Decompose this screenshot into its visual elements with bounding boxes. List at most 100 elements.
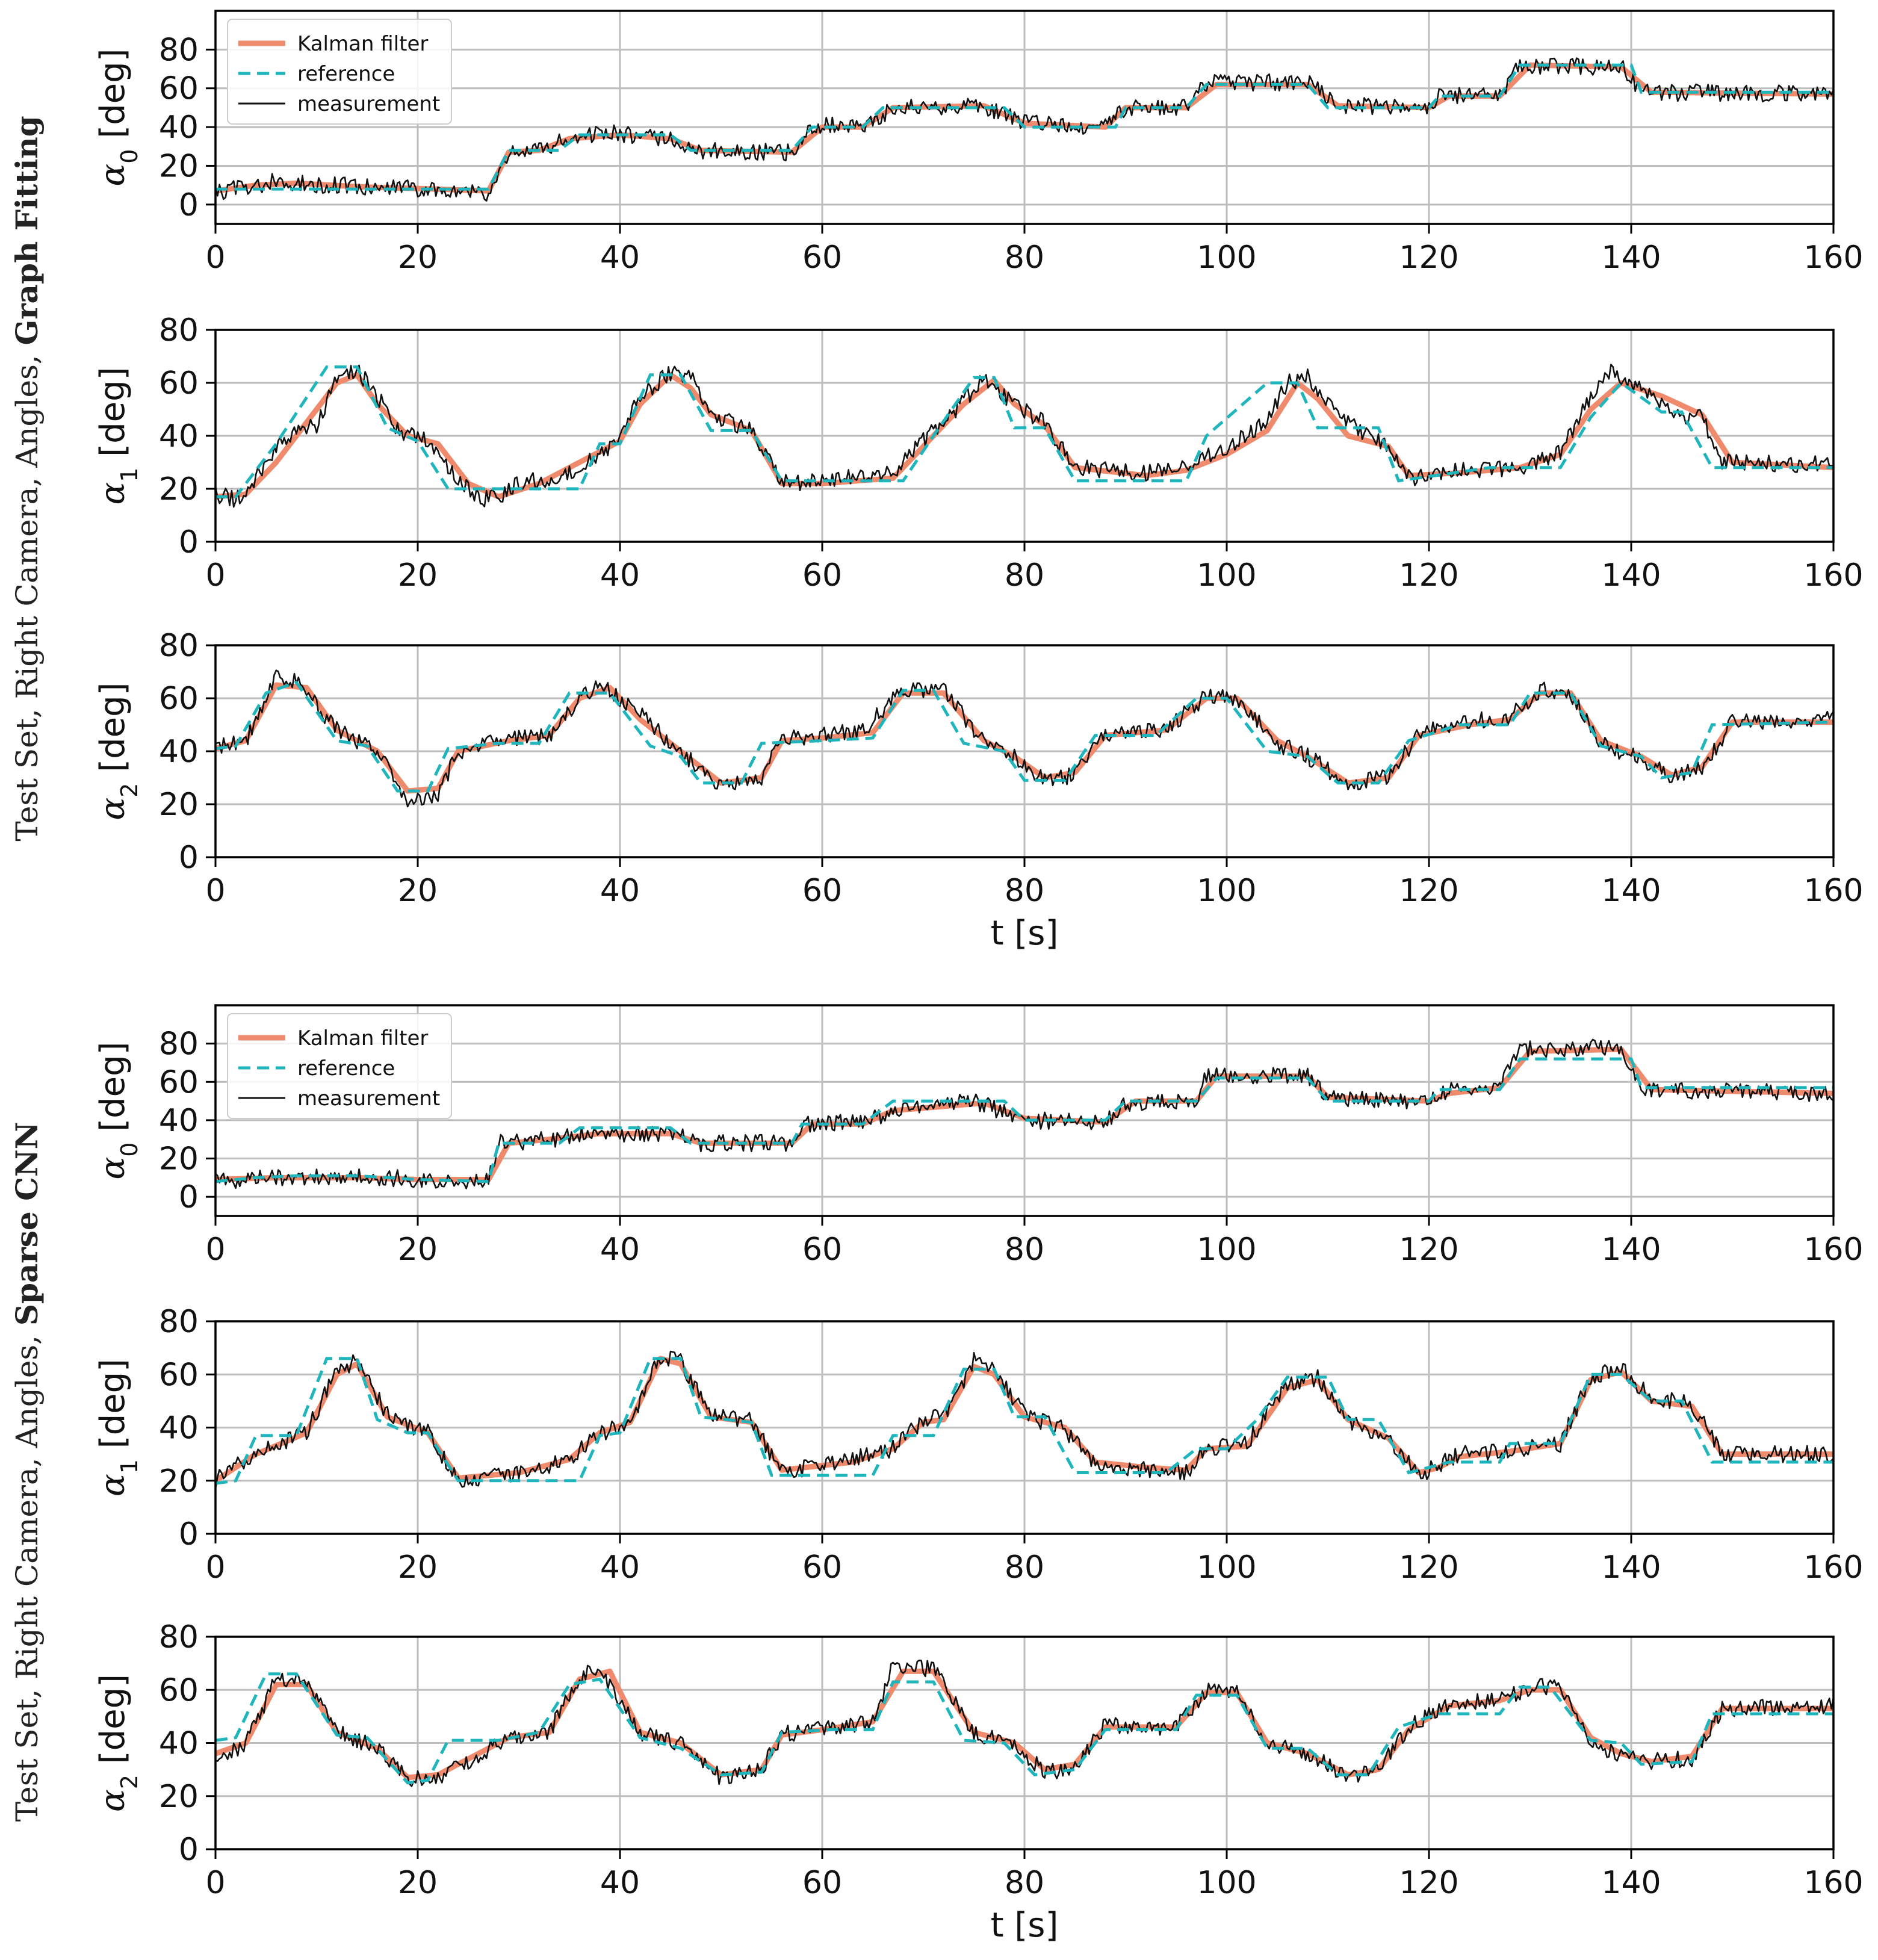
legend-kalman-filter-label: Kalman filter	[297, 1026, 428, 1050]
subplot-0-1: 0 20 40 60 80 100 120 140 160 0 20 40 60 80 α1 [deg]	[93, 312, 1864, 594]
y-tick-label: 40	[159, 734, 199, 770]
x-tick-label: 20	[398, 873, 438, 909]
x-tick-label: 60	[802, 557, 842, 594]
y-tick-label: 0	[179, 1516, 199, 1552]
x-tick-label: 160	[1803, 1865, 1863, 1901]
legend-reference-label: reference	[297, 1056, 395, 1081]
grid-lines	[214, 1636, 1835, 1850]
series-kalman-filter	[215, 1356, 1833, 1484]
x-tick-label: 140	[1601, 240, 1661, 276]
series-reference	[215, 1057, 1833, 1183]
y-tick-label: 80	[159, 1026, 199, 1062]
subplot-0-2: 0 20 40 60 80 100 120 140 160 0 20 40 60 80 α2 [deg] t …	[93, 628, 1864, 953]
group-label-sparse-cnn: Test Set, Right Camera, Angles, Sparse C…	[9, 1122, 45, 1822]
x-tick-label: 120	[1399, 1549, 1458, 1586]
x-tick-label: 80	[1005, 1232, 1044, 1268]
x-tick-label: 120	[1399, 1232, 1458, 1268]
x-tick-label: 160	[1803, 557, 1863, 594]
series-measurement	[215, 364, 1833, 508]
series-group	[215, 57, 1833, 202]
y-tick-label: 60	[159, 681, 199, 717]
group-label-prefix: Test Set, Right Camera, Angles,	[10, 1326, 45, 1822]
legend: Kalman filter reference measurement	[227, 19, 452, 125]
y-axis-subscript: 2	[116, 783, 143, 798]
x-tick-label: 140	[1601, 557, 1661, 594]
y-tick-label: 60	[159, 1064, 199, 1100]
x-tick-label: 60	[802, 1232, 842, 1268]
y-axis-subscript: 1	[116, 1459, 143, 1474]
series-reference	[215, 1357, 1833, 1485]
x-tick-label: 120	[1399, 873, 1458, 909]
y-axis-subscript: 0	[116, 149, 143, 164]
x-tick-label: 40	[600, 1232, 640, 1268]
y-tick-label: 0	[179, 1832, 199, 1868]
y-tick-label: 0	[179, 187, 199, 223]
y-axis-unit: [deg]	[93, 367, 132, 467]
x-tick-label: 160	[1803, 873, 1863, 909]
x-tick-label: 80	[1005, 557, 1044, 594]
legend-kalman-filter-label: Kalman filter	[297, 32, 428, 56]
x-tick-label: 20	[398, 240, 438, 276]
y-tick-label: 20	[159, 1779, 199, 1815]
y-tick-label: 40	[159, 1410, 199, 1447]
x-tick-label: 140	[1601, 873, 1661, 909]
y-axis-label: α0 [deg]	[93, 1041, 143, 1179]
x-tick-label: 0	[205, 240, 225, 276]
series-kalman-filter	[215, 1046, 1833, 1182]
y-tick-label: 80	[159, 628, 199, 664]
x-tick-label: 20	[398, 1865, 438, 1901]
y-axis-label: α1 [deg]	[93, 1359, 143, 1496]
group-label-prefix: Test Set, Right Camera, Angles,	[10, 345, 45, 841]
y-axis-symbol: α	[93, 1474, 132, 1496]
series-group	[215, 364, 1833, 508]
y-axis-symbol: α	[93, 798, 132, 820]
y-tick-label: 40	[159, 418, 199, 454]
y-tick-label: 40	[159, 110, 199, 146]
y-tick-label: 20	[159, 471, 199, 507]
series-reference	[215, 1672, 1833, 1785]
x-tick-label: 60	[802, 1865, 842, 1901]
subplot-1-1: 0 20 40 60 80 100 120 140 160 0 20 40 60 80 α1 [deg]	[93, 1304, 1864, 1586]
x-tick-label: 160	[1803, 1549, 1863, 1586]
y-tick-label: 80	[159, 1304, 199, 1340]
y-tick-label: 80	[159, 32, 199, 68]
x-tick-label: 100	[1197, 240, 1256, 276]
x-tick-label: 80	[1005, 1865, 1044, 1901]
y-tick-label: 20	[159, 1463, 199, 1499]
y-axis-label: α0 [deg]	[93, 48, 143, 186]
group-label-method: Graph Fitting	[9, 116, 45, 345]
series-group	[215, 1038, 1833, 1189]
legend-measurement-label: measurement	[297, 1087, 440, 1111]
x-tick-label: 40	[600, 240, 640, 276]
x-tick-label: 160	[1803, 240, 1863, 276]
subplot-1-2: 0 20 40 60 80 100 120 140 160 0 20 40 60 80 α2 [deg] t …	[93, 1619, 1864, 1945]
y-axis-label: α1 [deg]	[93, 367, 143, 504]
series-reference	[215, 63, 1833, 191]
x-tick-label: 60	[802, 1549, 842, 1586]
x-tick-label: 0	[205, 557, 225, 594]
series-reference	[215, 680, 1833, 793]
series-reference	[215, 365, 1833, 498]
x-tick-label: 40	[600, 1865, 640, 1901]
grid-lines	[214, 11, 1835, 224]
series-measurement	[215, 1660, 1833, 1787]
x-tick-label: 0	[205, 1232, 225, 1268]
x-tick-label: 40	[600, 557, 640, 594]
y-tick-label: 0	[179, 524, 199, 560]
x-tick-label: 100	[1197, 557, 1256, 594]
y-axis-label: α2 [deg]	[93, 682, 143, 820]
x-tick-label: 120	[1399, 1865, 1458, 1901]
x-tick-label: 80	[1005, 1549, 1044, 1586]
y-tick-label: 60	[159, 365, 199, 402]
y-axis-subscript: 1	[116, 468, 143, 482]
grid-lines	[214, 329, 1835, 543]
y-tick-label: 0	[179, 1179, 199, 1215]
y-tick-label: 20	[159, 148, 199, 184]
